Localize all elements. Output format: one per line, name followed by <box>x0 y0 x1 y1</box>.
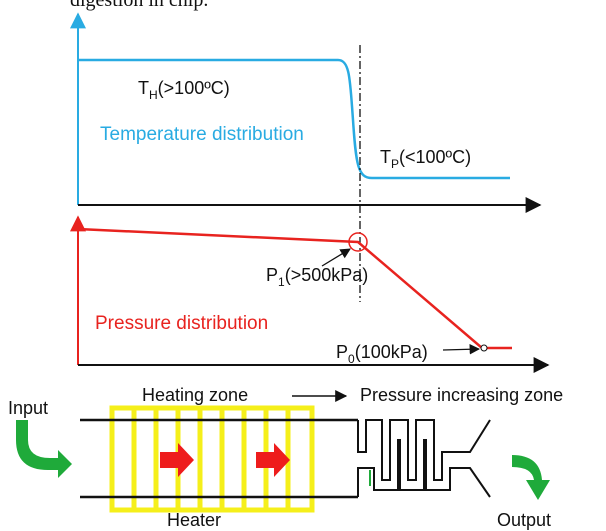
callout-arrow <box>443 349 479 350</box>
pressure-high-label: P1(>500kPa) <box>266 265 368 289</box>
temperature-high-label: TH(>100ºC) <box>138 78 230 102</box>
serpentine-channel <box>358 440 490 497</box>
flow-arrow <box>256 443 290 477</box>
diagram: digestion in chip. TH(>100ºC) Temperatur… <box>0 0 606 531</box>
pressure-zone-label: Pressure increasing zone <box>360 385 563 405</box>
input-label: Input <box>8 398 48 418</box>
outlet-marker <box>481 345 487 351</box>
pressure-low-label: P0(100kPa) <box>336 342 428 366</box>
input-arrow <box>16 420 72 478</box>
output-label: Output <box>497 510 551 530</box>
heater-label: Heater <box>167 510 221 530</box>
pressure-title: Pressure distribution <box>95 313 268 334</box>
caption-fragment: digestion in chip. <box>70 0 208 11</box>
heating-zone-label: Heating zone <box>142 385 248 405</box>
callout-arrow <box>322 249 350 266</box>
temperature-low-label: TP(<100ºC) <box>380 147 471 171</box>
output-arrow <box>512 455 550 500</box>
temperature-title: Temperature distribution <box>100 124 304 145</box>
